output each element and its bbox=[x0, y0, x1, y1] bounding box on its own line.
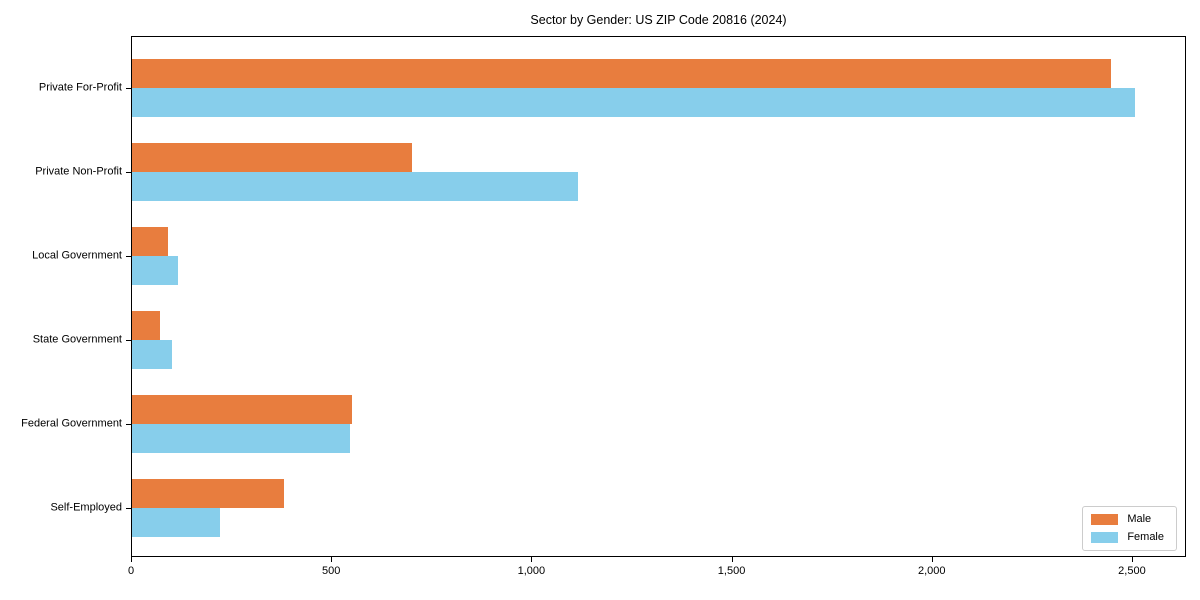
bar-male-1 bbox=[132, 143, 412, 172]
x-tick-mark bbox=[731, 557, 733, 562]
y-tick-mark bbox=[126, 172, 131, 173]
y-tick-mark bbox=[126, 88, 131, 89]
chart-title: Sector by Gender: US ZIP Code 20816 (202… bbox=[530, 13, 787, 27]
bar-female-5 bbox=[132, 508, 220, 537]
bar-male-3 bbox=[132, 311, 160, 340]
y-tick-mark bbox=[126, 508, 131, 509]
x-tick-label: 2,000 bbox=[917, 565, 946, 577]
bar-male-0 bbox=[132, 59, 1111, 88]
x-tick-label: 1,500 bbox=[717, 565, 746, 577]
legend-label-male: Male bbox=[1127, 513, 1152, 525]
x-tick-label: 1,000 bbox=[517, 565, 546, 577]
female-color-swatch bbox=[1091, 532, 1119, 543]
x-tick-label: 0 bbox=[127, 565, 135, 577]
legend-label-female: Female bbox=[1127, 531, 1164, 543]
y-axis-category-label: Local Government bbox=[32, 249, 122, 262]
x-tick-label: 500 bbox=[322, 565, 341, 577]
y-axis-category-label: Federal Government bbox=[21, 417, 122, 430]
bar-male-2 bbox=[132, 227, 168, 256]
y-axis-category-label: Self-Employed bbox=[50, 501, 122, 514]
y-tick-mark bbox=[126, 424, 131, 425]
bar-male-4 bbox=[132, 395, 352, 424]
y-axis-category-label: Private Non-Profit bbox=[35, 165, 122, 178]
bar-female-3 bbox=[132, 340, 172, 369]
bar-female-1 bbox=[132, 172, 578, 201]
y-axis-category-label: Private For-Profit bbox=[38, 81, 122, 94]
x-tick-mark bbox=[131, 557, 132, 562]
bar-male-5 bbox=[132, 479, 284, 508]
x-tick-label: 2,500 bbox=[1118, 565, 1146, 577]
bar-female-2 bbox=[132, 256, 178, 285]
x-tick-mark bbox=[531, 557, 533, 562]
x-tick-mark bbox=[331, 557, 333, 562]
y-tick-mark bbox=[126, 340, 131, 341]
male-color-swatch bbox=[1091, 514, 1119, 525]
legend-entry-female: Female bbox=[1091, 532, 1164, 543]
legend-entry-male: Male bbox=[1091, 514, 1164, 525]
bar-female-4 bbox=[132, 424, 350, 453]
x-tick-mark bbox=[1131, 557, 1133, 562]
plot-area: Male Female bbox=[131, 36, 1186, 557]
y-tick-mark bbox=[126, 256, 131, 257]
bar-female-0 bbox=[132, 88, 1135, 117]
y-axis-category-label: State Government bbox=[32, 333, 122, 346]
x-tick-mark bbox=[931, 557, 933, 562]
legend: Male Female bbox=[1082, 506, 1177, 551]
